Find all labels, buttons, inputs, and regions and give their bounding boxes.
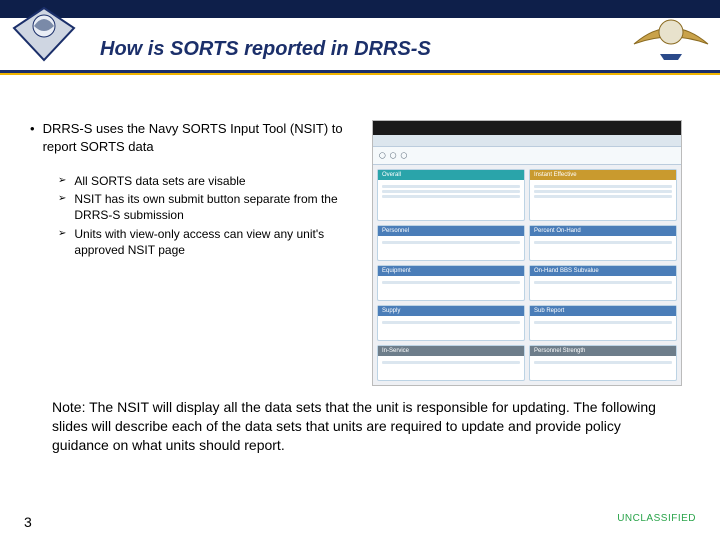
sub-bullet-text: Units with view-only access can view any…	[74, 226, 360, 258]
panel-title: Equipment	[382, 268, 411, 274]
panel-title: Sub Report	[534, 308, 564, 314]
panel-percent-onhand: Percent On-Hand	[529, 225, 677, 261]
panel-personnel: Personnel	[377, 225, 525, 261]
page-number: 3	[24, 514, 32, 530]
sub-bullet-text: NSIT has its own submit button separate …	[74, 191, 360, 223]
bullet-dot-icon: •	[30, 120, 35, 155]
sub-bullet-text: All SORTS data sets are visable	[74, 173, 245, 189]
slide-note: Note: The NSIT will display all the data…	[52, 398, 662, 455]
panel-title: Supply	[382, 308, 400, 314]
chevron-icon: ➢	[58, 173, 66, 189]
panel-sub-report: Sub Report	[529, 305, 677, 341]
panel-title: Percent On-Hand	[534, 228, 581, 234]
top-band	[0, 0, 720, 18]
nsit-screenshot: ◯◯◯ Overall Instant Effective Personnel	[372, 120, 682, 386]
sub-bullet-list: ➢ All SORTS data sets are visable ➢ NSIT…	[58, 173, 360, 258]
panel-title: Instant Effective	[534, 172, 577, 178]
slide-title: How is SORTS reported in DRRS-S	[100, 38, 431, 61]
header-rule	[0, 70, 720, 75]
main-bullet-text: DRRS-S uses the Navy SORTS Input Tool (N…	[43, 120, 360, 155]
panel-title: In-Service	[382, 348, 409, 354]
panel-title: On-Hand BBS Subvalue	[534, 268, 599, 274]
panel-overall: Overall	[377, 169, 525, 221]
sub-bullet: ➢ NSIT has its own submit button separat…	[58, 191, 360, 223]
panel-bbs-subvalue: On-Hand BBS Subvalue	[529, 265, 677, 301]
chevron-icon: ➢	[58, 191, 66, 223]
logo-left-emblem	[8, 2, 80, 69]
panel-title: Personnel Strength	[534, 348, 585, 354]
logo-right-emblem	[630, 10, 712, 69]
panel-title: Overall	[382, 172, 401, 178]
classification-marking: UNCLASSIFIED	[617, 513, 696, 524]
panel-title: Personnel	[382, 228, 409, 234]
text-column: • DRRS-S uses the Navy SORTS Input Tool …	[30, 120, 360, 386]
main-bullet: • DRRS-S uses the Navy SORTS Input Tool …	[30, 120, 360, 155]
panel-personnel-strength: Personnel Strength	[529, 345, 677, 381]
sub-bullet: ➢ Units with view-only access can view a…	[58, 226, 360, 258]
panel-equipment: Equipment	[377, 265, 525, 301]
panel-instant-effective: Instant Effective	[529, 169, 677, 221]
chevron-icon: ➢	[58, 226, 66, 258]
panel-supply: Supply	[377, 305, 525, 341]
panel-in-service: In-Service	[377, 345, 525, 381]
sub-bullet: ➢ All SORTS data sets are visable	[58, 173, 360, 189]
